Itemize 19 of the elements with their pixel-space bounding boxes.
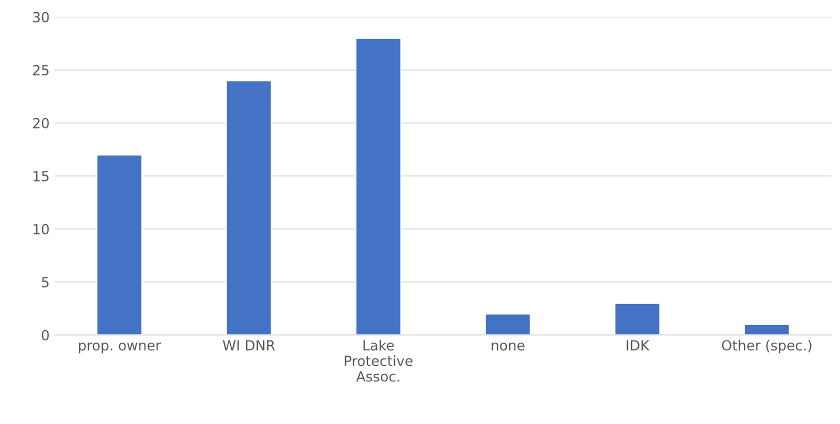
x-tick-label: prop. owner [78, 342, 161, 354]
y-tick-label: 25 [33, 64, 49, 76]
bar [96, 154, 143, 335]
y-tick-label: 10 [34, 224, 49, 234]
y-tick-label: 20 [33, 118, 49, 128]
x-tick-label: Lake Protective Assoc. [344, 340, 412, 382]
bar [484, 313, 532, 335]
x-tick-label: IDK [626, 340, 650, 350]
y-tick-label: 15 [34, 171, 49, 182]
y-tick-label: 0 [42, 330, 49, 340]
bar [743, 324, 790, 335]
bar [354, 37, 402, 335]
bar [614, 302, 661, 335]
x-tick-label: Other (spec.) [722, 340, 812, 354]
y-tick-label: 30 [33, 12, 49, 22]
x-tick-label: WI DNR [222, 340, 275, 350]
bar [225, 80, 272, 335]
x-tick-label: none [492, 342, 524, 351]
y-tick-label: 5 [42, 277, 49, 288]
